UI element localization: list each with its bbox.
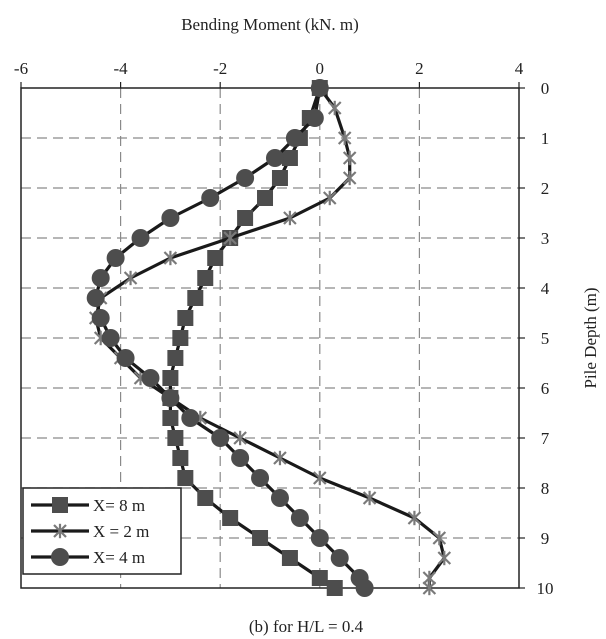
- square-marker: [311, 570, 328, 586]
- circle-marker: [181, 409, 200, 427]
- square-marker: [177, 310, 194, 326]
- circle-marker: [116, 349, 135, 367]
- star-marker: [437, 550, 452, 566]
- y-tick-label: 8: [541, 479, 550, 498]
- star-marker: [432, 530, 447, 546]
- circle-marker: [101, 329, 120, 347]
- star-marker: [422, 580, 437, 596]
- y-tick-label: 6: [541, 379, 550, 398]
- square-marker: [271, 170, 288, 186]
- circle-marker: [201, 189, 220, 207]
- x-tick-label: 0: [316, 59, 325, 78]
- x-tick-label: -6: [14, 59, 28, 78]
- circle-marker: [131, 229, 150, 247]
- circle-marker: [265, 149, 284, 167]
- circle-marker: [330, 549, 349, 567]
- star-marker: [313, 470, 327, 486]
- chart-caption: (b) for H/L = 0.4: [249, 617, 364, 636]
- square-marker: [162, 410, 179, 426]
- square-marker: [222, 510, 239, 526]
- circle-marker: [91, 269, 110, 287]
- star-marker: [163, 250, 178, 266]
- square-marker: [172, 330, 189, 346]
- circle-marker: [91, 309, 110, 327]
- x-tick-label: 4: [515, 59, 524, 78]
- circle-marker: [51, 548, 69, 566]
- circle-marker: [310, 529, 329, 547]
- square-marker: [167, 350, 184, 366]
- square-marker: [326, 580, 343, 596]
- grid-lines: [21, 88, 519, 588]
- legend: X= 8 m X = 2 m X= 4 m: [22, 487, 182, 575]
- y-tick-label: 3: [541, 229, 550, 248]
- star-marker: [223, 230, 237, 246]
- star-marker: [283, 210, 297, 226]
- circle-marker: [211, 429, 230, 447]
- y-tick-label: 5: [541, 329, 550, 348]
- y-axis-title: Pile Depth (m): [581, 287, 600, 388]
- x-tick-label: -2: [213, 59, 227, 78]
- y-tick-label: 10: [537, 579, 554, 598]
- square-marker: [52, 497, 68, 513]
- circle-marker: [355, 579, 374, 597]
- star-marker: [362, 490, 377, 506]
- star-marker: [233, 430, 247, 446]
- star-marker: [123, 270, 138, 286]
- circle-marker: [231, 449, 250, 467]
- square-marker: [197, 490, 214, 506]
- square-marker: [257, 190, 274, 206]
- square-marker: [237, 210, 254, 226]
- series-layer: [86, 79, 452, 597]
- star-marker: [327, 100, 342, 116]
- circle-marker: [285, 129, 304, 147]
- circle-marker: [310, 79, 329, 97]
- circle-marker: [290, 509, 309, 527]
- square-marker: [197, 270, 214, 286]
- circle-marker: [161, 209, 180, 227]
- circle-marker: [86, 289, 105, 307]
- square-marker: [207, 250, 224, 266]
- square-marker: [167, 430, 184, 446]
- circle-marker: [270, 489, 289, 507]
- square-marker: [187, 290, 204, 306]
- star-marker: [337, 130, 352, 146]
- legend-label: X = 2 m: [93, 522, 149, 541]
- y-tick-label: 4: [541, 279, 550, 298]
- y-tick-label: 0: [541, 79, 550, 98]
- star-marker: [53, 523, 67, 539]
- y-tick-label: 7: [541, 429, 550, 448]
- circle-marker: [141, 369, 160, 387]
- square-marker: [177, 470, 194, 486]
- square-marker: [281, 150, 298, 166]
- square-marker: [281, 550, 298, 566]
- star-marker: [342, 150, 357, 166]
- legend-label: X= 8 m: [93, 496, 145, 515]
- star-marker: [407, 510, 422, 526]
- legend-label: X= 4 m: [93, 548, 145, 567]
- star-marker: [342, 170, 357, 186]
- circle-marker: [251, 469, 270, 487]
- y-tick-label: 2: [541, 179, 550, 198]
- y-tick-label: 1: [541, 129, 550, 148]
- square-marker: [162, 370, 179, 386]
- y-tick-label: 9: [541, 529, 550, 548]
- circle-marker: [161, 389, 180, 407]
- series-circle: [86, 79, 374, 597]
- x-axis-title: Bending Moment (kN. m): [181, 15, 359, 34]
- x-tick-label: -4: [114, 59, 129, 78]
- square-marker: [172, 450, 189, 466]
- circle-marker: [106, 249, 125, 267]
- star-marker: [273, 450, 287, 466]
- star-marker: [322, 190, 337, 206]
- circle-marker: [236, 169, 255, 187]
- x-tick-label: 2: [415, 59, 424, 78]
- circle-marker: [305, 109, 324, 127]
- square-marker: [252, 530, 269, 546]
